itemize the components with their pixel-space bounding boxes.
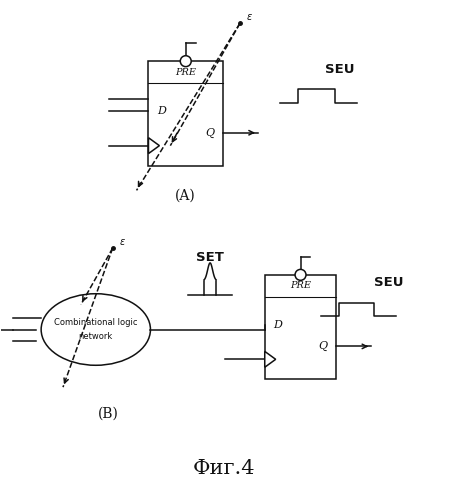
Circle shape — [295, 270, 306, 280]
Polygon shape — [265, 352, 276, 368]
Circle shape — [180, 56, 191, 66]
Text: SEU: SEU — [374, 276, 404, 289]
Text: PRE: PRE — [175, 68, 196, 76]
Text: Q: Q — [319, 342, 328, 351]
Bar — [149, 61, 223, 166]
Text: SET: SET — [196, 252, 224, 264]
Text: PRE: PRE — [290, 282, 311, 290]
Text: Q: Q — [206, 128, 215, 138]
Bar — [265, 275, 336, 379]
Text: Combinational logic: Combinational logic — [54, 318, 137, 327]
Text: (A): (A) — [175, 188, 196, 202]
Text: network: network — [79, 332, 113, 341]
Text: SEU: SEU — [325, 62, 354, 76]
Text: D: D — [157, 106, 166, 116]
Ellipse shape — [41, 294, 150, 366]
Text: D: D — [273, 320, 282, 330]
Text: $\epsilon$: $\epsilon$ — [119, 237, 126, 247]
Polygon shape — [149, 138, 159, 154]
Text: Фиг.4: Фиг.4 — [193, 459, 255, 478]
Text: $\epsilon$: $\epsilon$ — [247, 12, 253, 22]
Text: (B): (B) — [98, 407, 119, 421]
